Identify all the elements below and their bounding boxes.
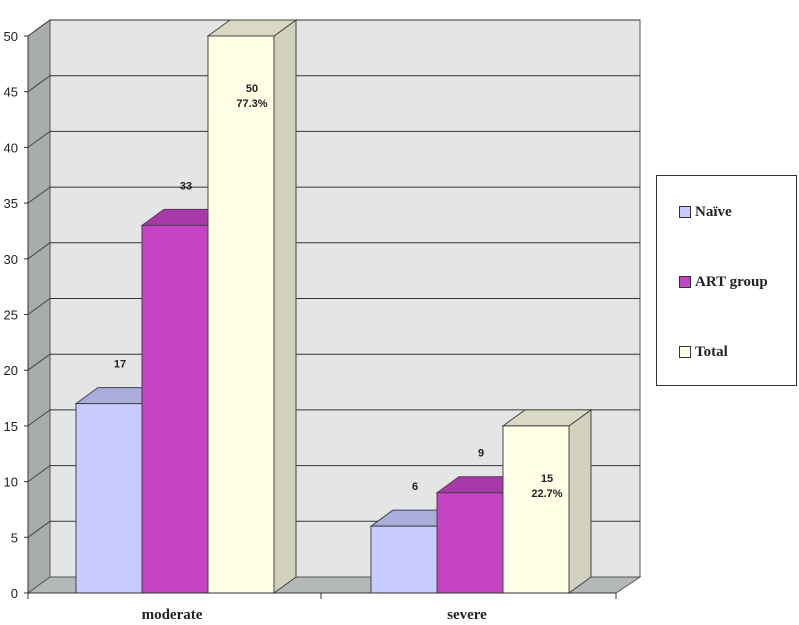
legend-item-total: Total [679, 343, 728, 361]
legend-item-art-group: ART group [679, 273, 768, 291]
data-label: 33 [180, 180, 192, 192]
bar-front [207, 35, 275, 594]
data-label: 22.7% [531, 488, 562, 500]
legend-swatch-art-group [679, 276, 691, 288]
y-tick-label: 15 [4, 419, 18, 434]
legend-label-total: Total [695, 343, 728, 360]
y-tick-label: 30 [4, 252, 18, 267]
y-tick-label: 35 [4, 196, 18, 211]
gridline-side [27, 353, 51, 371]
data-label: 9 [478, 448, 484, 460]
legend-swatch-naive [679, 206, 691, 218]
data-label: 15 [541, 473, 553, 485]
gridline-side [27, 75, 51, 93]
data-labels: 17 33 50 77.3% 6 9 15 22.7% [114, 83, 563, 500]
bars [74, 19, 593, 594]
legend-label-art-group: ART group [695, 273, 768, 290]
gridline-side [27, 520, 51, 538]
bar-side [273, 19, 297, 594]
bar-front [75, 403, 143, 594]
y-tick-label: 45 [4, 85, 18, 100]
legend: Naïve ART group Total [656, 175, 797, 386]
gridline-side [27, 19, 51, 37]
legend-label-naive: Naïve [695, 203, 732, 220]
gridline-side [27, 409, 51, 427]
bar-front [502, 425, 570, 594]
data-label: 17 [114, 359, 126, 371]
gridline-side [27, 465, 51, 483]
bar-front [436, 492, 504, 594]
bar-front [370, 525, 438, 594]
gridline-side [27, 298, 51, 315]
y-tick-label: 20 [4, 363, 18, 378]
data-label: 6 [412, 481, 418, 493]
bar-total-severe [501, 408, 593, 594]
legend-swatch-total [679, 346, 691, 358]
y-tick-label: 25 [4, 308, 18, 323]
bar-side [568, 408, 592, 594]
gridline-side [27, 186, 51, 204]
y-tick-label: 50 [4, 29, 18, 44]
y-tick-label: 40 [4, 140, 18, 155]
gridline-side [27, 130, 51, 148]
y-axis: 0 5 10 15 20 25 30 35 40 45 50 [4, 29, 29, 601]
y-tick-label: 10 [4, 475, 18, 490]
y-tick-label: 0 [11, 586, 18, 601]
bar-total-moderate [206, 19, 298, 594]
x-tick-label: severe [447, 607, 487, 623]
data-label: 77.3% [236, 98, 267, 110]
legend-item-naive: Naïve [679, 203, 732, 221]
bar-front [141, 224, 209, 594]
data-label: 50 [246, 83, 258, 95]
gridline-side [27, 242, 51, 260]
x-axis: moderate severe [27, 592, 617, 623]
x-tick-label: moderate [142, 607, 203, 623]
y-tick-label: 5 [11, 530, 18, 545]
